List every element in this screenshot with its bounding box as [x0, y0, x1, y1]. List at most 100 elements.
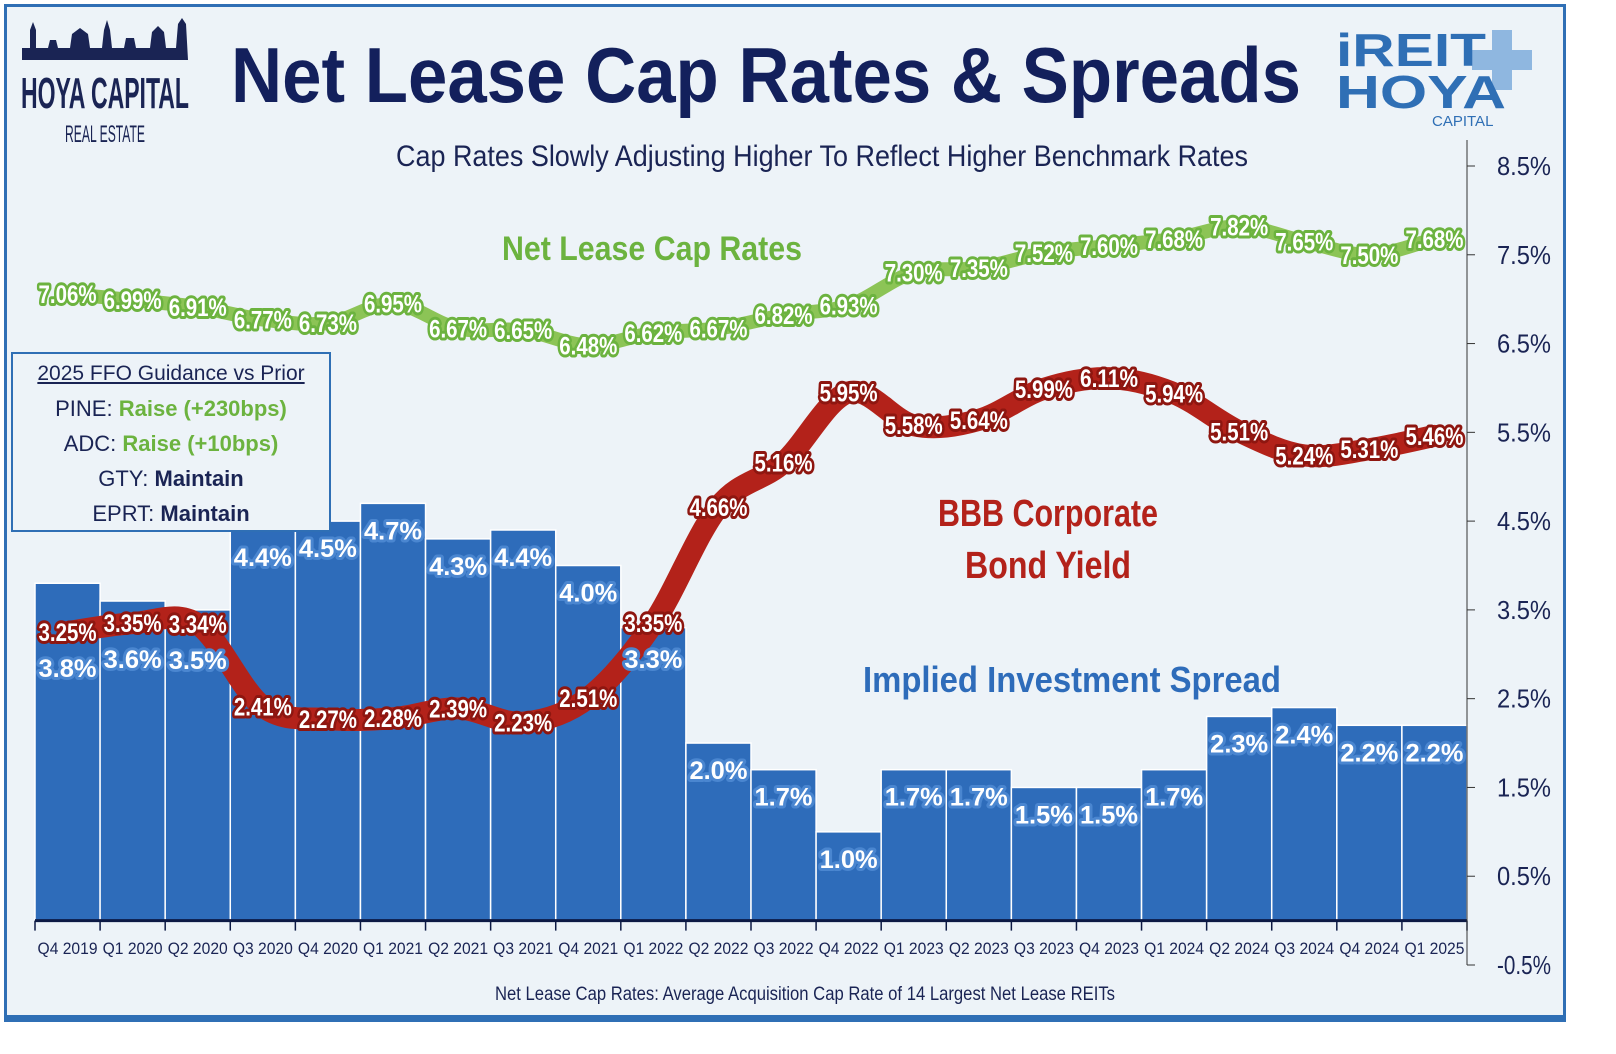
svg-text:REAL ESTATE: REAL ESTATE: [65, 121, 145, 148]
bar-value-label: 4.4%: [234, 544, 292, 572]
guidance-box: 2025 FFO Guidance vs Prior PINE: Raise (…: [11, 352, 331, 532]
cap-rate-label: 7.06%: [39, 281, 97, 309]
svg-text:HOYA CAPITAL: HOYA CAPITAL: [21, 69, 189, 118]
bar-value-label: 2.2%: [1340, 739, 1398, 767]
cap-rate-label: 6.82%: [755, 302, 813, 330]
cap-rates-line: [60, 219, 1442, 353]
bar: [554, 564, 622, 922]
y-tick-label: 5.5%: [1497, 417, 1551, 447]
guidance-row: PINE: Raise (+230bps): [55, 396, 287, 421]
x-tick-label: Q1 2023: [884, 939, 944, 958]
x-tick-label: Q4 2023: [1079, 939, 1139, 958]
bar-value-label: 1.7%: [755, 784, 813, 812]
y-tick-label: 2.5%: [1497, 684, 1551, 714]
y-tick-label: -0.5%: [1497, 950, 1551, 980]
bbb-yield-label: 5.16%: [755, 450, 813, 478]
x-tick-label: Q1 2020: [103, 939, 163, 958]
cap-rate-label: 7.68%: [1405, 226, 1463, 254]
chart-subtitle: Cap Rates Slowly Adjusting Higher To Ref…: [396, 140, 1248, 173]
cap-rate-label: 7.52%: [1015, 240, 1073, 268]
bar-value-label: 1.5%: [1015, 801, 1073, 829]
cap-rate-label: 7.82%: [1210, 213, 1268, 241]
y-tick-label: 1.5%: [1497, 772, 1551, 802]
annotation-bbb-line1: BBB Corporate: [938, 493, 1158, 535]
bar: [685, 742, 752, 922]
y-tick-label: 7.5%: [1497, 240, 1551, 270]
y-tick-label: 0.5%: [1497, 861, 1551, 891]
bbb-yield-label: 3.34%: [169, 611, 227, 639]
svg-text:HOYA: HOYA: [1336, 66, 1506, 118]
bbb-yield-label: 3.35%: [104, 610, 162, 638]
x-tick-label: Q3 2023: [1014, 939, 1074, 958]
bar-value-label: 3.8%: [39, 655, 97, 683]
chart-title: Net Lease Cap Rates & Spreads: [231, 31, 1301, 119]
x-tick-label: Q2 2021: [428, 939, 488, 958]
cap-rate-label: 6.62%: [624, 320, 682, 348]
cap-rate-label: 7.30%: [885, 260, 943, 288]
annotation-bbb-line2: Bond Yield: [965, 545, 1131, 587]
bar: [1140, 768, 1208, 922]
cap-rate-label: 6.67%: [429, 315, 487, 343]
cap-rate-label: 6.93%: [820, 292, 878, 320]
bar-value-label: 4.5%: [299, 535, 357, 563]
svg-text:iREIT: iREIT: [1336, 24, 1486, 76]
x-tick-label: Q4 2021: [558, 939, 618, 958]
bar-value-label: 1.7%: [950, 784, 1008, 812]
x-tick-label: Q4 2024: [1339, 939, 1399, 958]
bbb-yield-label: 5.31%: [1340, 436, 1398, 464]
cap-rate-label: 6.91%: [169, 294, 227, 322]
cap-rate-label: 6.65%: [494, 317, 552, 345]
x-tick-label: Q1 2022: [623, 939, 683, 958]
svg-text:CAPITAL: CAPITAL: [1432, 113, 1493, 130]
x-tick-label: Q3 2020: [233, 939, 293, 958]
y-tick-label: 3.5%: [1497, 595, 1551, 625]
bbb-yield-label: 3.25%: [39, 619, 97, 647]
cap-rate-label: 7.65%: [1275, 228, 1333, 256]
bar-value-label: 4.4%: [494, 544, 552, 572]
guidance-row: GTY: Maintain: [98, 466, 244, 491]
x-tick-label: Q4 2019: [38, 939, 98, 958]
x-tick-label: Q2 2024: [1209, 939, 1269, 958]
bar: [1010, 786, 1078, 922]
bbb-yield-label: 2.28%: [364, 705, 422, 733]
bar: [750, 768, 817, 922]
bar-value-label: 2.2%: [1405, 739, 1463, 767]
bar: [424, 538, 492, 922]
guidance-row: EPRT: Maintain: [92, 501, 250, 526]
bbb-yield-label: 5.51%: [1210, 418, 1268, 446]
cap-rate-label: 6.67%: [689, 315, 747, 343]
x-tick-label: Q3 2021: [493, 939, 553, 958]
bar-value-label: 1.5%: [1080, 801, 1138, 829]
y-tick-label: 4.5%: [1497, 506, 1551, 536]
bbb-yield-label: 2.39%: [429, 695, 487, 723]
bbb-yield-label: 2.27%: [299, 706, 357, 734]
bar: [1205, 715, 1273, 922]
footer-note: Net Lease Cap Rates: Average Acquisition…: [495, 984, 1115, 1005]
hoya-capital-logo: HOYA CAPITAL REAL ESTATE: [21, 18, 189, 148]
x-tick-label: Q2 2022: [688, 939, 748, 958]
guidance-title: 2025 FFO Guidance vs Prior: [37, 362, 305, 385]
bbb-yield-label: 5.58%: [885, 412, 943, 440]
x-tick-label: Q2 2020: [168, 939, 228, 958]
cap-rate-label: 6.77%: [234, 307, 292, 335]
bar: [1075, 786, 1143, 922]
cap-rate-label: 7.35%: [950, 255, 1008, 283]
bbb-yield-label: 6.11%: [1080, 365, 1138, 393]
x-tick-label: Q4 2022: [819, 939, 879, 958]
y-tick-label: 8.5%: [1497, 151, 1551, 181]
bar-value-label: 4.7%: [364, 517, 422, 545]
cap-rate-label: 7.60%: [1080, 233, 1138, 261]
bbb-yield-label: 2.51%: [559, 685, 617, 713]
x-tick-label: Q1 2021: [363, 939, 423, 958]
x-tick-label: Q1 2024: [1144, 939, 1204, 958]
bar-value-label: 3.6%: [104, 646, 162, 674]
cap-rate-label: 7.50%: [1340, 242, 1398, 270]
bar-value-label: 2.4%: [1275, 722, 1333, 750]
bbb-yield-label: 5.94%: [1145, 380, 1203, 408]
bbb-yield-label: 5.24%: [1275, 442, 1333, 470]
bar-value-label: 3.5%: [169, 647, 227, 675]
bbb-yield-label: 5.99%: [1015, 376, 1073, 404]
bbb-yield-label: 5.64%: [950, 407, 1008, 435]
cap-rate-label: 6.95%: [364, 291, 422, 319]
